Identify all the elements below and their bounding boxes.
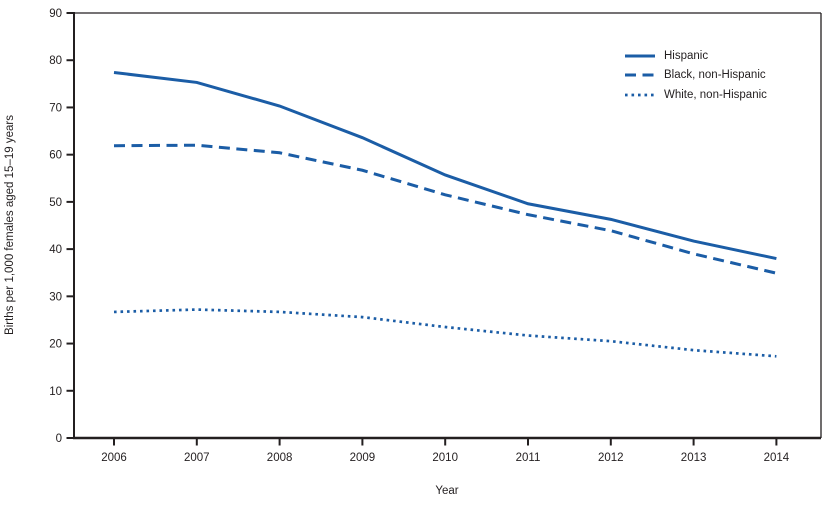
legend-label: White, non-Hispanic [664,88,767,101]
y-tick-label: 40 [49,244,62,256]
series-line-dotted [113,308,777,358]
series-line-dashed [113,143,777,275]
y-tick-label: 20 [49,339,62,351]
x-tick-label: 2010 [432,452,458,464]
legend-label: Black, non-Hispanic [664,69,766,81]
x-tick-label: 2009 [350,452,376,464]
x-tick-label: 2014 [764,452,790,464]
legend-item-hispanic: Hispanic [625,49,767,62]
y-tick-label: 10 [49,386,62,398]
x-tick-label: 2006 [101,452,127,464]
legend-label: Hispanic [664,49,709,62]
x-tick-label: 2012 [598,452,624,464]
x-tick-label: 2011 [516,452,541,464]
y-tick-label: 60 [49,150,62,162]
dashed-line-icon [625,73,655,77]
y-axis-title: Births per 1,000 females aged 15–19 year… [4,115,16,335]
series-line-solid [113,71,777,261]
y-tick-label: 0 [56,433,62,445]
legend-item-black-non-hispanic: Black, non-Hispanic [625,69,767,82]
legend-item-white-non-hispanic: White, non-Hispanic [625,88,767,101]
y-tick-label: 70 [49,102,62,114]
y-tick-label: 80 [49,55,62,67]
dotted-line-icon [625,93,655,96]
legend: Hispanic Black, non-Hispanic White, non-… [625,49,767,108]
y-tick-label: 30 [49,291,62,303]
solid-line-icon [625,54,655,57]
x-tick-label: 2007 [184,452,210,464]
y-tick-label: 90 [49,8,62,20]
x-tick-label: 2013 [681,452,707,464]
y-tick-label: 50 [49,197,62,209]
x-tick-label: 2008 [267,452,293,464]
x-axis-title: Year [435,485,459,497]
